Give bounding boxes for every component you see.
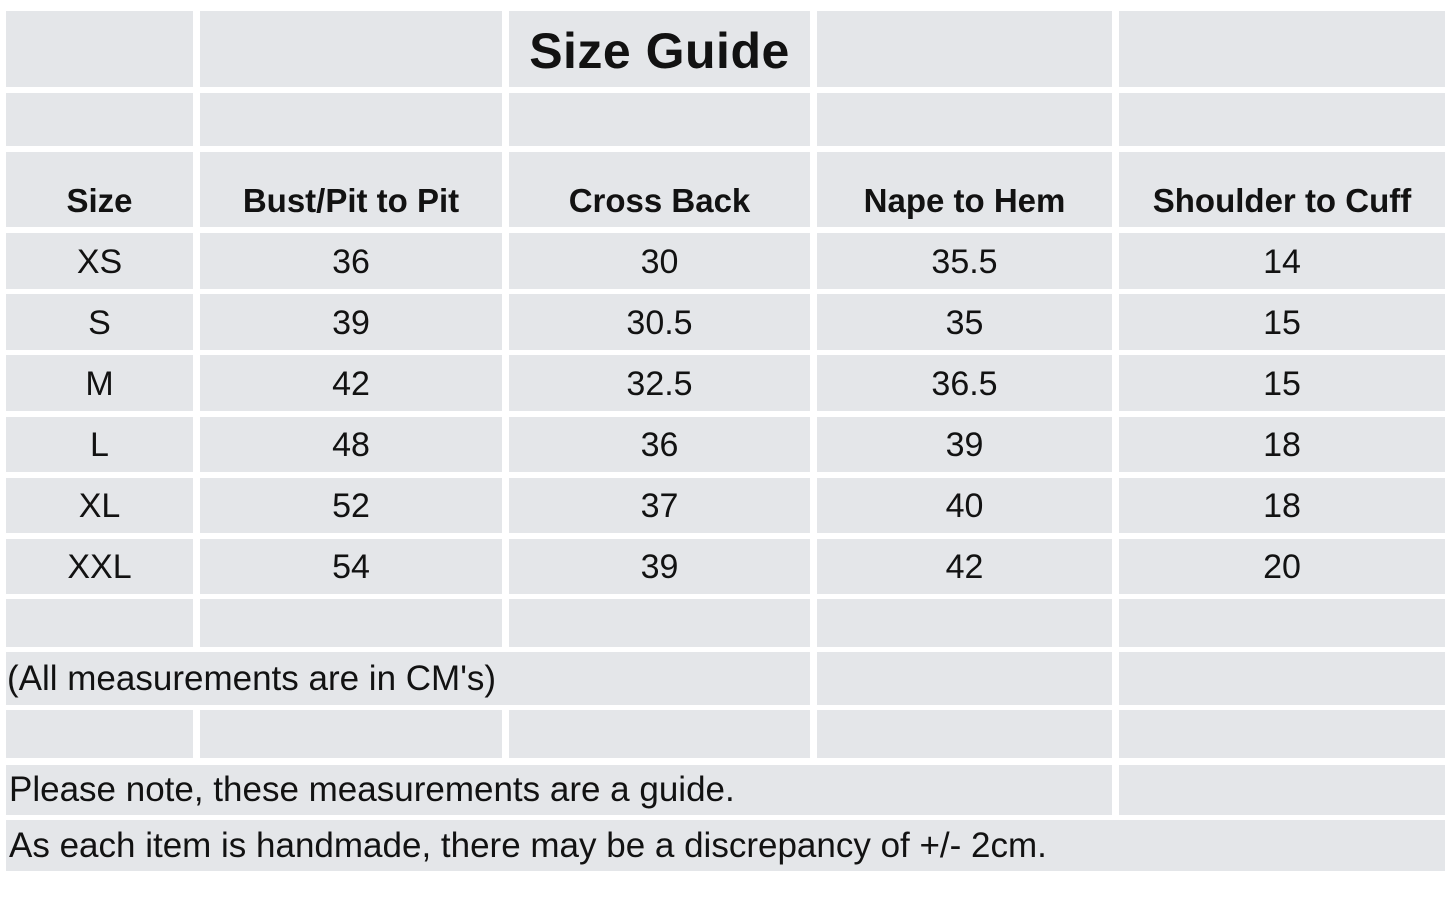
value-cell: 36.5 [817,355,1112,411]
table-row-xxl: XXL 54 39 42 20 [0,539,1445,594]
empty-cell [6,93,193,146]
value-cell: 54 [200,539,502,594]
handmade-note: As each item is handmade, there may be a… [6,820,1445,871]
value-cell: 15 [1119,355,1445,411]
title-row: Size Guide [0,11,1445,87]
spacer-row [0,710,1445,758]
units-note: (All measurements are in CM's) [6,652,810,705]
guide-note: Please note, these measurements are a gu… [6,765,1112,815]
empty-cell [1119,765,1445,815]
value-cell: 39 [817,417,1112,472]
units-note-row: (All measurements are in CM's) [0,652,1445,705]
empty-cell [817,11,1112,87]
column-header-cross-back: Cross Back [509,152,810,227]
column-header-nape-to-hem: Nape to Hem [817,152,1112,227]
empty-cell [200,93,502,146]
handmade-note-row: As each item is handmade, there may be a… [0,820,1445,871]
value-cell: 30.5 [509,294,810,350]
size-cell: S [6,294,193,350]
value-cell: 48 [200,417,502,472]
table-row-xl: XL 52 37 40 18 [0,478,1445,533]
value-cell: 18 [1119,478,1445,533]
empty-cell [1119,93,1445,146]
value-cell: 36 [200,233,502,289]
empty-cell [817,652,1112,705]
table-row-s: S 39 30.5 35 15 [0,294,1445,350]
value-cell: 40 [817,478,1112,533]
spacer-row [0,599,1445,647]
value-cell: 14 [1119,233,1445,289]
empty-cell [6,599,193,647]
empty-cell [817,599,1112,647]
size-cell: XXL [6,539,193,594]
empty-cell [200,599,502,647]
empty-cell [200,710,502,758]
size-cell: XS [6,233,193,289]
empty-cell [509,599,810,647]
empty-cell [200,11,502,87]
empty-cell [817,710,1112,758]
value-cell: 39 [200,294,502,350]
guide-note-row: Please note, these measurements are a gu… [0,765,1445,815]
value-cell: 36 [509,417,810,472]
empty-cell [1119,599,1445,647]
empty-cell [6,710,193,758]
header-row: Size Bust/Pit to Pit Cross Back Nape to … [0,152,1445,227]
value-cell: 35 [817,294,1112,350]
value-cell: 39 [509,539,810,594]
empty-cell [1119,11,1445,87]
table-title: Size Guide [509,11,810,87]
value-cell: 32.5 [509,355,810,411]
empty-cell [509,93,810,146]
table-row-l: L 48 36 39 18 [0,417,1445,472]
value-cell: 42 [817,539,1112,594]
value-cell: 52 [200,478,502,533]
empty-cell [509,710,810,758]
column-header-size: Size [6,152,193,227]
value-cell: 18 [1119,417,1445,472]
value-cell: 37 [509,478,810,533]
size-cell: L [6,417,193,472]
table-row-m: M 42 32.5 36.5 15 [0,355,1445,411]
spacer-row [0,93,1445,146]
size-cell: XL [6,478,193,533]
value-cell: 15 [1119,294,1445,350]
empty-cell [817,93,1112,146]
empty-cell [1119,652,1445,705]
table-row-xs: XS 36 30 35.5 14 [0,233,1445,289]
column-header-bust: Bust/Pit to Pit [200,152,502,227]
size-cell: M [6,355,193,411]
empty-cell [1119,710,1445,758]
value-cell: 42 [200,355,502,411]
column-header-shoulder-to-cuff: Shoulder to Cuff [1119,152,1445,227]
value-cell: 30 [509,233,810,289]
value-cell: 20 [1119,539,1445,594]
empty-cell [6,11,193,87]
value-cell: 35.5 [817,233,1112,289]
